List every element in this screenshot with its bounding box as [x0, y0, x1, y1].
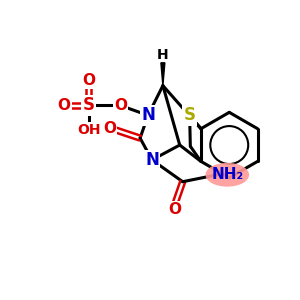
Text: O: O — [103, 121, 116, 136]
Text: OH: OH — [77, 123, 100, 137]
Text: H: H — [157, 48, 169, 62]
Text: O: O — [114, 98, 127, 113]
Text: N: N — [145, 151, 159, 169]
Text: S: S — [82, 96, 94, 114]
Text: S: S — [184, 106, 196, 124]
Text: O: O — [82, 73, 95, 88]
Text: O: O — [57, 98, 70, 113]
Polygon shape — [161, 63, 165, 85]
Text: O: O — [168, 202, 181, 217]
Text: NH₂: NH₂ — [211, 167, 243, 182]
Text: N: N — [141, 106, 155, 124]
Ellipse shape — [206, 163, 249, 187]
